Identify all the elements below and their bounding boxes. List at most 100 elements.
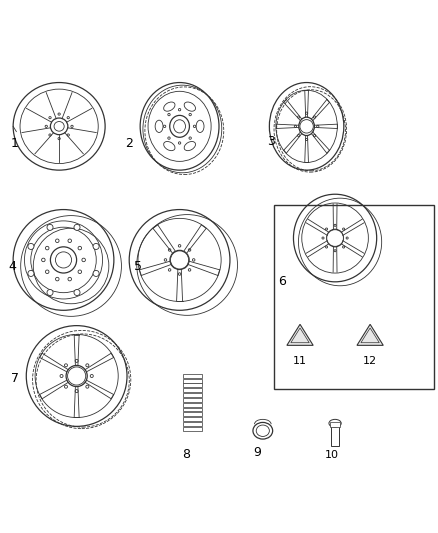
Circle shape: [60, 375, 63, 377]
Ellipse shape: [47, 289, 53, 295]
Bar: [183, 393, 202, 397]
Circle shape: [193, 125, 196, 127]
Ellipse shape: [56, 252, 71, 268]
Bar: [183, 413, 202, 416]
Circle shape: [189, 137, 191, 139]
Circle shape: [86, 364, 89, 367]
Circle shape: [313, 116, 316, 118]
Circle shape: [343, 228, 345, 230]
Text: 11: 11: [293, 356, 307, 366]
Circle shape: [170, 251, 189, 269]
Text: 4: 4: [9, 260, 17, 273]
Circle shape: [297, 116, 300, 118]
Circle shape: [188, 249, 191, 251]
Circle shape: [317, 125, 319, 127]
Ellipse shape: [49, 134, 51, 136]
Ellipse shape: [78, 246, 81, 250]
Text: 8: 8: [182, 448, 190, 462]
Circle shape: [327, 230, 343, 246]
Ellipse shape: [74, 289, 80, 295]
Ellipse shape: [58, 138, 60, 140]
Polygon shape: [287, 324, 313, 345]
Circle shape: [325, 246, 328, 248]
Bar: [183, 374, 202, 378]
Ellipse shape: [28, 270, 34, 277]
Bar: [331, 426, 339, 446]
Circle shape: [343, 246, 345, 248]
Ellipse shape: [49, 117, 51, 119]
Ellipse shape: [56, 239, 59, 243]
Ellipse shape: [82, 258, 85, 262]
Circle shape: [178, 109, 181, 111]
Circle shape: [168, 249, 171, 251]
Bar: [183, 422, 202, 426]
Bar: [183, 378, 202, 383]
Circle shape: [305, 112, 308, 114]
Ellipse shape: [68, 277, 71, 281]
Ellipse shape: [253, 423, 272, 439]
Text: 1: 1: [11, 138, 19, 150]
Ellipse shape: [28, 244, 34, 249]
Circle shape: [189, 114, 191, 116]
Ellipse shape: [71, 125, 73, 127]
Circle shape: [297, 134, 300, 137]
Circle shape: [334, 249, 336, 252]
Circle shape: [346, 237, 348, 239]
Ellipse shape: [45, 125, 47, 127]
Bar: [183, 427, 202, 431]
Ellipse shape: [93, 244, 99, 249]
Circle shape: [178, 142, 181, 144]
Bar: [330, 423, 340, 427]
Bar: [183, 417, 202, 421]
Text: 5: 5: [134, 260, 141, 273]
Ellipse shape: [47, 224, 53, 230]
Circle shape: [188, 269, 191, 271]
Bar: [183, 388, 202, 392]
Circle shape: [164, 259, 167, 261]
Text: 2: 2: [125, 138, 133, 150]
Ellipse shape: [74, 224, 80, 230]
Text: 10: 10: [325, 450, 339, 460]
Circle shape: [192, 259, 195, 261]
Circle shape: [300, 119, 313, 133]
Circle shape: [325, 228, 328, 230]
Text: 12: 12: [363, 356, 377, 366]
Bar: [183, 408, 202, 411]
Ellipse shape: [46, 246, 49, 250]
Circle shape: [163, 125, 166, 127]
Ellipse shape: [68, 239, 71, 243]
Circle shape: [75, 390, 78, 393]
Circle shape: [67, 367, 86, 385]
Text: 3: 3: [267, 135, 275, 148]
Bar: [183, 383, 202, 387]
Circle shape: [64, 364, 67, 367]
Ellipse shape: [58, 113, 60, 115]
Circle shape: [322, 237, 324, 239]
Ellipse shape: [46, 270, 49, 273]
Circle shape: [305, 139, 308, 141]
Circle shape: [168, 114, 170, 116]
Circle shape: [178, 245, 181, 247]
Text: 9: 9: [253, 446, 261, 459]
Text: 7: 7: [11, 372, 19, 385]
Circle shape: [75, 359, 78, 362]
Circle shape: [334, 224, 336, 227]
Circle shape: [168, 269, 171, 271]
Circle shape: [64, 385, 67, 388]
Circle shape: [90, 375, 93, 377]
Circle shape: [178, 273, 181, 275]
Circle shape: [168, 137, 170, 139]
Circle shape: [294, 125, 297, 127]
Ellipse shape: [56, 277, 59, 281]
Circle shape: [86, 385, 89, 388]
Ellipse shape: [78, 270, 81, 273]
Ellipse shape: [93, 270, 99, 277]
Polygon shape: [357, 324, 383, 345]
Text: 6: 6: [278, 276, 286, 288]
Ellipse shape: [329, 419, 341, 427]
Circle shape: [313, 134, 316, 137]
Ellipse shape: [42, 258, 45, 262]
Ellipse shape: [54, 122, 64, 131]
Ellipse shape: [67, 117, 69, 119]
Ellipse shape: [67, 134, 69, 136]
